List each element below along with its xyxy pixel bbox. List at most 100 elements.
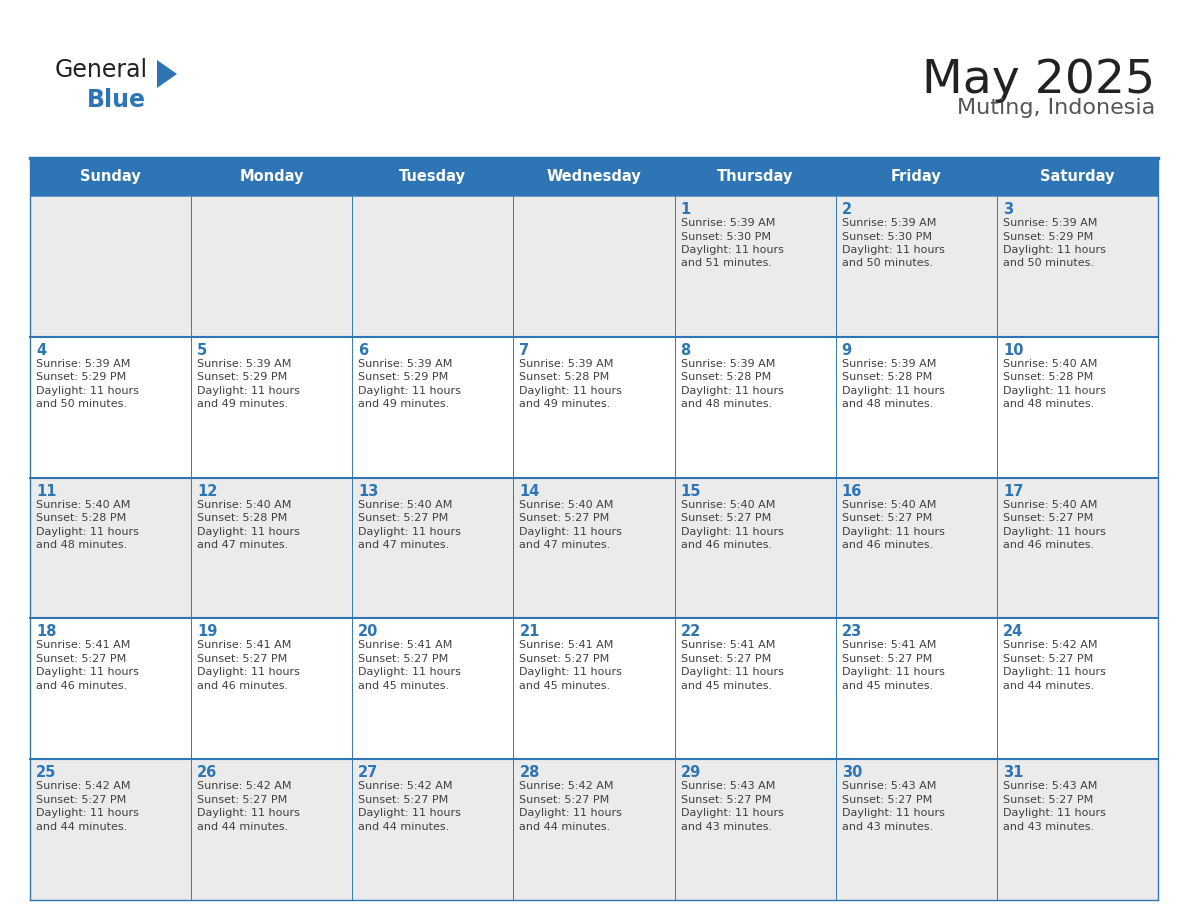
Text: Sunset: 5:27 PM: Sunset: 5:27 PM bbox=[681, 795, 771, 805]
Text: 10: 10 bbox=[1003, 342, 1023, 358]
Text: 23: 23 bbox=[842, 624, 862, 640]
Text: Sunrise: 5:41 AM: Sunrise: 5:41 AM bbox=[36, 641, 131, 650]
Bar bbox=[675, 759, 835, 900]
Bar bbox=[835, 337, 997, 477]
Text: Daylight: 11 hours: Daylight: 11 hours bbox=[359, 527, 461, 537]
Text: May 2025: May 2025 bbox=[922, 58, 1155, 103]
Bar bbox=[513, 477, 675, 619]
Text: Saturday: Saturday bbox=[1041, 170, 1114, 185]
Bar bbox=[997, 619, 1158, 759]
Text: 6: 6 bbox=[359, 342, 368, 358]
Text: Sunrise: 5:40 AM: Sunrise: 5:40 AM bbox=[519, 499, 614, 509]
Bar bbox=[675, 158, 835, 196]
Text: Sunrise: 5:40 AM: Sunrise: 5:40 AM bbox=[1003, 499, 1098, 509]
Text: Sunrise: 5:43 AM: Sunrise: 5:43 AM bbox=[1003, 781, 1098, 791]
Text: Daylight: 11 hours: Daylight: 11 hours bbox=[1003, 386, 1106, 396]
Bar bbox=[353, 619, 513, 759]
Text: Sunrise: 5:39 AM: Sunrise: 5:39 AM bbox=[681, 218, 775, 228]
Text: Sunset: 5:27 PM: Sunset: 5:27 PM bbox=[842, 795, 931, 805]
Text: and 47 minutes.: and 47 minutes. bbox=[359, 540, 449, 550]
Text: Daylight: 11 hours: Daylight: 11 hours bbox=[359, 808, 461, 818]
Text: and 43 minutes.: and 43 minutes. bbox=[1003, 822, 1094, 832]
Text: Daylight: 11 hours: Daylight: 11 hours bbox=[36, 667, 139, 677]
Bar bbox=[30, 196, 191, 337]
Text: Sunset: 5:27 PM: Sunset: 5:27 PM bbox=[197, 654, 287, 664]
Text: Daylight: 11 hours: Daylight: 11 hours bbox=[197, 667, 301, 677]
Bar bbox=[997, 759, 1158, 900]
Text: Sunset: 5:27 PM: Sunset: 5:27 PM bbox=[359, 513, 449, 523]
Text: Daylight: 11 hours: Daylight: 11 hours bbox=[197, 808, 301, 818]
Text: and 46 minutes.: and 46 minutes. bbox=[197, 681, 289, 691]
Text: Sunset: 5:27 PM: Sunset: 5:27 PM bbox=[359, 795, 449, 805]
Text: and 49 minutes.: and 49 minutes. bbox=[519, 399, 611, 409]
Text: Daylight: 11 hours: Daylight: 11 hours bbox=[681, 245, 783, 255]
Text: 28: 28 bbox=[519, 766, 539, 780]
Bar bbox=[30, 619, 191, 759]
Text: 14: 14 bbox=[519, 484, 539, 498]
Bar bbox=[997, 158, 1158, 196]
Text: 16: 16 bbox=[842, 484, 862, 498]
Text: and 45 minutes.: and 45 minutes. bbox=[359, 681, 449, 691]
Text: Sunrise: 5:41 AM: Sunrise: 5:41 AM bbox=[359, 641, 453, 650]
Text: Sunset: 5:27 PM: Sunset: 5:27 PM bbox=[681, 654, 771, 664]
Text: Sunrise: 5:39 AM: Sunrise: 5:39 AM bbox=[359, 359, 453, 369]
Text: 24: 24 bbox=[1003, 624, 1023, 640]
Bar bbox=[675, 337, 835, 477]
Text: 17: 17 bbox=[1003, 484, 1023, 498]
Text: Sunset: 5:28 PM: Sunset: 5:28 PM bbox=[36, 513, 126, 523]
Text: and 50 minutes.: and 50 minutes. bbox=[842, 259, 933, 268]
Bar bbox=[513, 196, 675, 337]
Text: General: General bbox=[55, 58, 148, 82]
Bar bbox=[675, 619, 835, 759]
Text: 31: 31 bbox=[1003, 766, 1023, 780]
Text: Sunrise: 5:39 AM: Sunrise: 5:39 AM bbox=[519, 359, 614, 369]
Bar bbox=[353, 337, 513, 477]
Text: Sunrise: 5:39 AM: Sunrise: 5:39 AM bbox=[1003, 218, 1098, 228]
Text: Daylight: 11 hours: Daylight: 11 hours bbox=[681, 386, 783, 396]
Text: and 47 minutes.: and 47 minutes. bbox=[197, 540, 289, 550]
Bar bbox=[513, 337, 675, 477]
Text: Tuesday: Tuesday bbox=[399, 170, 467, 185]
Text: and 50 minutes.: and 50 minutes. bbox=[1003, 259, 1094, 268]
Text: and 44 minutes.: and 44 minutes. bbox=[36, 822, 127, 832]
Bar bbox=[191, 759, 353, 900]
Text: Sunset: 5:28 PM: Sunset: 5:28 PM bbox=[681, 373, 771, 382]
Bar bbox=[835, 196, 997, 337]
Text: Sunset: 5:28 PM: Sunset: 5:28 PM bbox=[519, 373, 609, 382]
Text: Sunrise: 5:41 AM: Sunrise: 5:41 AM bbox=[842, 641, 936, 650]
Text: Daylight: 11 hours: Daylight: 11 hours bbox=[842, 667, 944, 677]
Text: Sunrise: 5:39 AM: Sunrise: 5:39 AM bbox=[681, 359, 775, 369]
Bar bbox=[30, 158, 191, 196]
Text: Thursday: Thursday bbox=[716, 170, 794, 185]
Text: and 45 minutes.: and 45 minutes. bbox=[519, 681, 611, 691]
Bar bbox=[191, 196, 353, 337]
Text: Daylight: 11 hours: Daylight: 11 hours bbox=[519, 527, 623, 537]
Text: 9: 9 bbox=[842, 342, 852, 358]
Text: Daylight: 11 hours: Daylight: 11 hours bbox=[519, 808, 623, 818]
Bar bbox=[191, 158, 353, 196]
Text: Sunrise: 5:42 AM: Sunrise: 5:42 AM bbox=[36, 781, 131, 791]
Text: Sunset: 5:28 PM: Sunset: 5:28 PM bbox=[1003, 373, 1093, 382]
Text: and 48 minutes.: and 48 minutes. bbox=[36, 540, 127, 550]
Text: Sunrise: 5:42 AM: Sunrise: 5:42 AM bbox=[1003, 641, 1098, 650]
Text: 30: 30 bbox=[842, 766, 862, 780]
Text: Daylight: 11 hours: Daylight: 11 hours bbox=[842, 527, 944, 537]
Text: and 44 minutes.: and 44 minutes. bbox=[197, 822, 289, 832]
Bar bbox=[997, 477, 1158, 619]
Text: and 45 minutes.: and 45 minutes. bbox=[681, 681, 772, 691]
Text: Sunset: 5:27 PM: Sunset: 5:27 PM bbox=[36, 654, 126, 664]
Text: Sunset: 5:27 PM: Sunset: 5:27 PM bbox=[681, 513, 771, 523]
Text: 27: 27 bbox=[359, 766, 379, 780]
Text: Daylight: 11 hours: Daylight: 11 hours bbox=[36, 386, 139, 396]
Text: 26: 26 bbox=[197, 766, 217, 780]
Text: Sunset: 5:29 PM: Sunset: 5:29 PM bbox=[359, 373, 449, 382]
Text: Sunrise: 5:43 AM: Sunrise: 5:43 AM bbox=[681, 781, 775, 791]
Text: Sunrise: 5:42 AM: Sunrise: 5:42 AM bbox=[197, 781, 291, 791]
Text: Daylight: 11 hours: Daylight: 11 hours bbox=[842, 808, 944, 818]
Text: Sunrise: 5:40 AM: Sunrise: 5:40 AM bbox=[1003, 359, 1098, 369]
Text: 13: 13 bbox=[359, 484, 379, 498]
Text: 25: 25 bbox=[36, 766, 56, 780]
Text: Daylight: 11 hours: Daylight: 11 hours bbox=[197, 386, 301, 396]
Text: Daylight: 11 hours: Daylight: 11 hours bbox=[359, 386, 461, 396]
Bar bbox=[353, 158, 513, 196]
